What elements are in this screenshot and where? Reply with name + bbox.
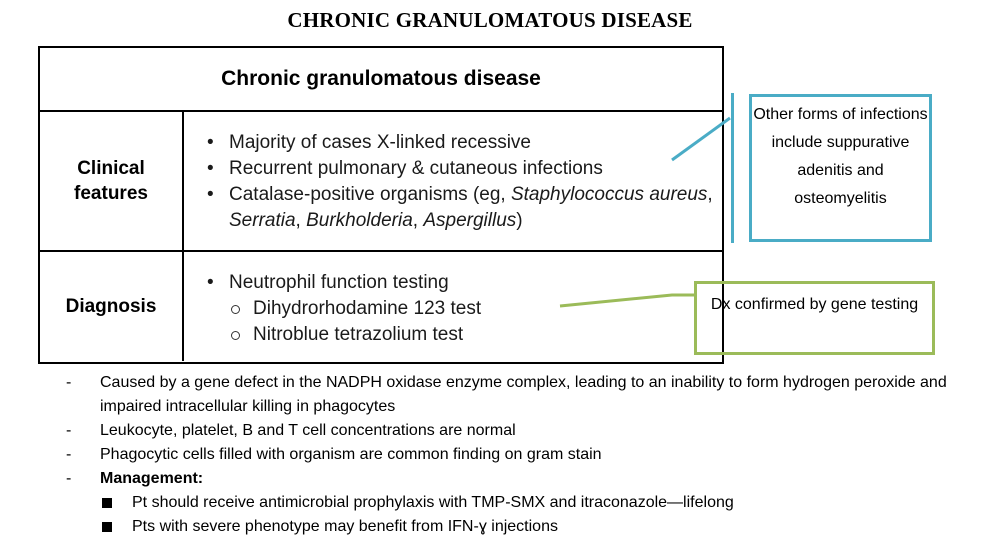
diagnosis-row: Diagnosis Neutrophil function testing Di… — [40, 252, 722, 361]
sub-list-item: Nitroblue tetrazolium test — [229, 322, 714, 348]
callout-bracket — [731, 93, 738, 243]
list-item: - Phagocytic cells filled with organism a… — [66, 446, 602, 463]
list-item: Catalase-positive organisms (eg, Staphyl… — [204, 182, 714, 234]
green-connector — [559, 293, 694, 308]
list-item: Neutrophil function testing Dihydrorhoda… — [204, 270, 714, 348]
clinical-features-list: Majority of cases X-linked recessive Rec… — [204, 130, 714, 234]
clinical-features-label: Clinical features — [40, 112, 184, 250]
dx-callout: Dx confirmed by gene testing — [694, 281, 935, 355]
list-item: - Caused by a gene defect in the NADPH ox… — [66, 374, 947, 415]
blue-connector — [671, 116, 731, 162]
management-heading: - Management: — [66, 470, 204, 487]
list-item: Pt should receive antimicrobial prophyla… — [66, 491, 966, 515]
list-item: Pts with severe phenotype may benefit fr… — [66, 515, 966, 539]
diagnosis-label: Diagnosis — [40, 252, 184, 361]
cgd-table: Chronic granulomatous disease Clinical fe… — [38, 46, 724, 364]
list-item: - Leukocyte, platelet, B and T cell conce… — [66, 422, 516, 439]
sub-list-item: Dihydrorhodamine 123 test — [229, 296, 714, 322]
infections-callout: Other forms of infections include suppur… — [749, 94, 932, 242]
square-bullet-icon — [102, 498, 112, 508]
notes-list: - Caused by a gene defect in the NADPH ox… — [66, 371, 966, 539]
table-header: Chronic granulomatous disease — [40, 48, 722, 112]
page-title: CHRONIC GRANULOMATOUS DISEASE — [287, 8, 693, 32]
list-item: Recurrent pulmonary & cutaneous infectio… — [204, 156, 714, 182]
list-item: Majority of cases X-linked recessive — [204, 130, 714, 156]
square-bullet-icon — [102, 522, 112, 532]
diagnosis-list: Neutrophil function testing Dihydrorhoda… — [204, 270, 714, 348]
